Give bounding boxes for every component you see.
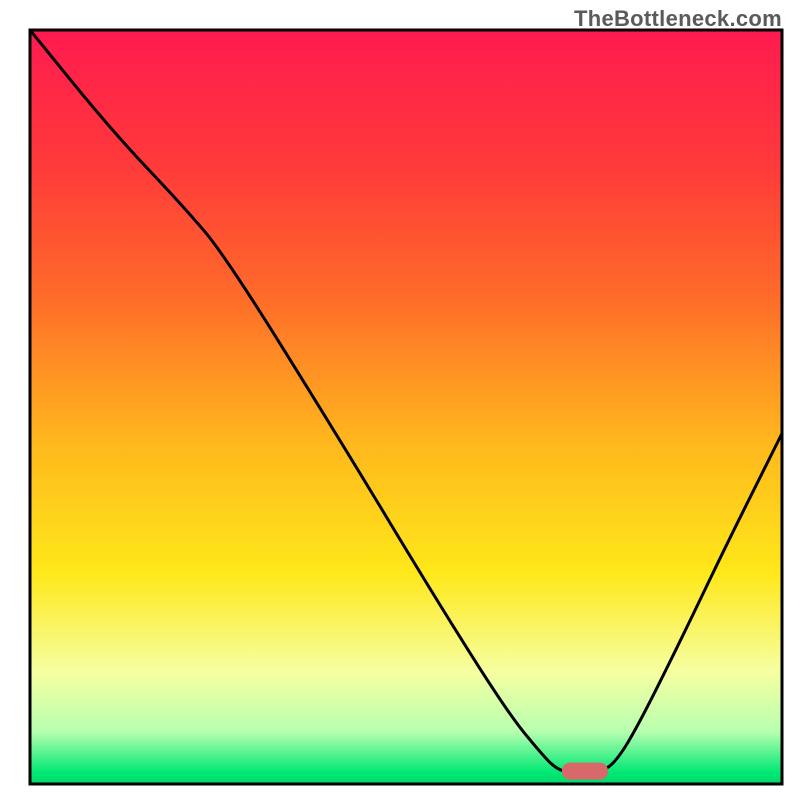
watermark-text: TheBottleneck.com <box>574 6 782 32</box>
chart-svg <box>0 0 800 800</box>
gradient-background <box>30 30 782 784</box>
optimal-marker <box>562 763 608 780</box>
bottleneck-chart: TheBottleneck.com <box>0 0 800 800</box>
